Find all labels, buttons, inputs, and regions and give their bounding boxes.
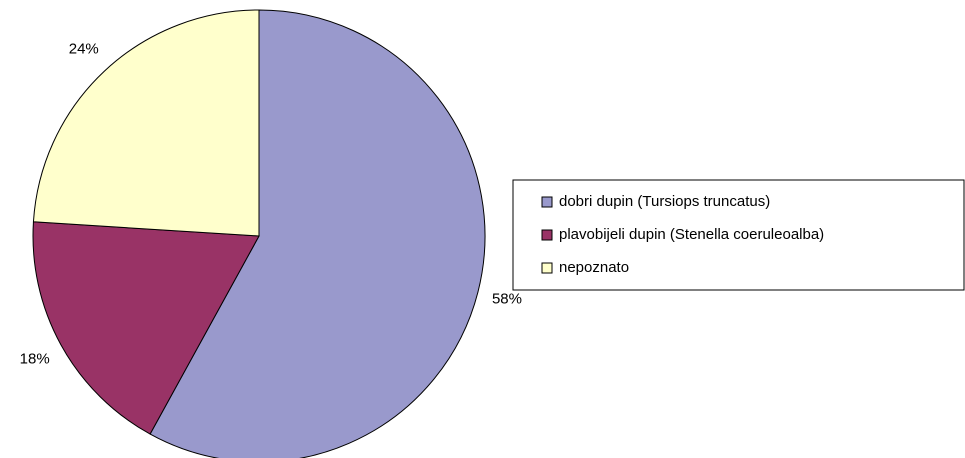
slice-label: 18% (20, 350, 50, 367)
pie-slice (32, 221, 260, 435)
legend-box (512, 179, 965, 291)
legend-swatch (541, 196, 553, 208)
slice-label: 58% (492, 291, 522, 308)
legend-swatch (541, 229, 553, 241)
pie-slice (32, 9, 260, 237)
legend-label: dobri dupin (Tursiops truncatus) (559, 193, 770, 210)
slice-label: 24% (69, 40, 99, 57)
legend-label: nepoznato (559, 259, 629, 276)
legend-swatch (541, 262, 553, 274)
pie-slice (149, 9, 486, 458)
legend-label: plavobijeli dupin (Stenella coeruleoalba… (559, 226, 824, 243)
